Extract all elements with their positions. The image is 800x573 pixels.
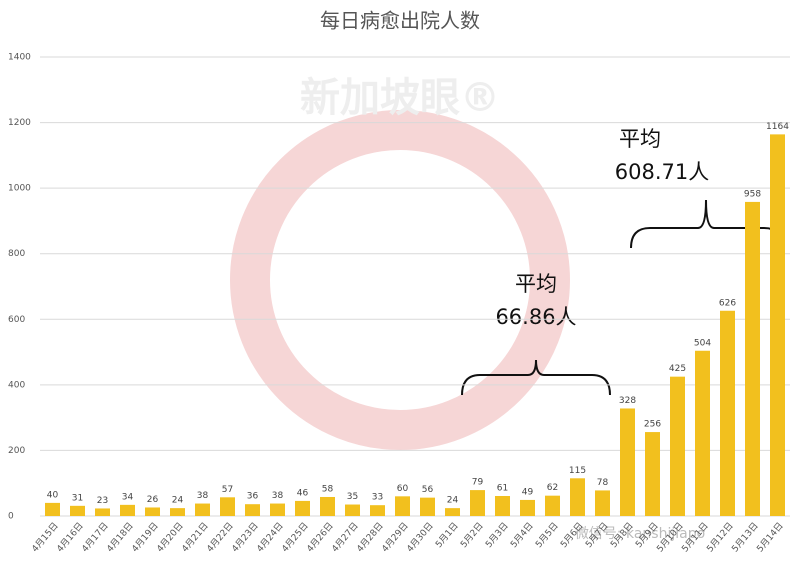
x-tick-label: 5月3日 <box>483 520 510 550</box>
bar <box>620 408 635 516</box>
bar <box>245 504 260 516</box>
annotation: 66.86人 <box>495 305 576 329</box>
value-label: 34 <box>122 492 134 502</box>
value-label: 49 <box>522 487 534 497</box>
bar <box>770 134 785 517</box>
bar <box>420 497 435 516</box>
bar <box>670 376 685 516</box>
bar <box>545 495 560 516</box>
value-label: 26 <box>147 495 159 505</box>
bar <box>570 478 585 516</box>
chart-title: 每日病愈出院人数 <box>320 9 480 33</box>
bar <box>595 490 610 516</box>
value-label: 328 <box>619 396 636 406</box>
watermark-id: 微信号: kanshijiapo <box>575 526 705 542</box>
value-label: 40 <box>47 490 59 500</box>
annotation: 平均 <box>515 272 557 296</box>
value-label: 56 <box>422 485 434 495</box>
value-label: 24 <box>447 496 459 506</box>
bar <box>295 500 310 516</box>
watermark-ring <box>230 110 570 450</box>
y-tick-label: 1400 <box>8 53 31 63</box>
bar <box>745 201 760 517</box>
value-label: 35 <box>347 492 358 502</box>
x-tick-label: 5月2日 <box>458 520 485 550</box>
x-tick-label: 5月14日 <box>755 520 786 554</box>
value-label: 425 <box>669 364 686 374</box>
brace <box>461 359 611 396</box>
value-label: 38 <box>272 491 284 501</box>
value-label: 256 <box>644 420 661 430</box>
value-label: 31 <box>72 493 83 503</box>
value-label: 115 <box>569 466 586 476</box>
bar <box>70 505 85 516</box>
bar <box>520 499 535 516</box>
bar <box>95 508 110 516</box>
value-label: 78 <box>597 478 609 488</box>
value-label: 61 <box>497 484 508 494</box>
bar <box>445 508 460 516</box>
y-tick-label: 1200 <box>8 118 31 128</box>
bar <box>720 310 735 516</box>
value-label: 504 <box>694 338 711 348</box>
bar <box>270 503 285 516</box>
value-label: 57 <box>222 485 233 495</box>
bar <box>220 497 235 516</box>
value-label: 23 <box>97 496 108 506</box>
x-tick-label: 5月4日 <box>508 520 535 550</box>
bar <box>370 505 385 516</box>
brace <box>630 199 784 249</box>
y-tick-label: 600 <box>8 315 25 325</box>
y-tick-label: 400 <box>8 380 25 390</box>
value-label: 958 <box>744 189 761 199</box>
bar <box>395 496 410 516</box>
value-label: 1164 <box>766 122 789 132</box>
bar <box>195 503 210 516</box>
y-tick-label: 800 <box>8 249 25 259</box>
y-tick-label: 1000 <box>8 184 31 194</box>
bar <box>170 508 185 516</box>
bar <box>695 350 710 516</box>
bar <box>120 504 135 516</box>
bar <box>645 432 660 516</box>
y-tick-label: 0 <box>8 512 14 522</box>
value-label: 36 <box>247 492 259 502</box>
annotation: 平均 <box>619 127 661 151</box>
y-tick-label: 200 <box>8 446 25 456</box>
bar <box>345 504 360 516</box>
bar <box>495 496 510 516</box>
value-label: 62 <box>547 483 558 493</box>
value-label: 33 <box>372 493 383 503</box>
bar <box>320 496 335 516</box>
value-label: 38 <box>197 491 209 501</box>
x-tick-label: 5月5日 <box>533 520 560 550</box>
bar <box>145 507 160 516</box>
value-label: 79 <box>472 478 484 488</box>
value-label: 24 <box>172 496 184 506</box>
value-label: 60 <box>397 484 409 494</box>
bar <box>45 502 60 516</box>
bar <box>470 490 485 516</box>
value-label: 58 <box>322 484 334 494</box>
watermark: 新加坡眼® <box>300 75 500 121</box>
x-tick-label: 5月1日 <box>433 520 460 550</box>
value-label: 626 <box>719 298 736 308</box>
value-label: 46 <box>297 488 309 498</box>
x-tick-label: 4月30日 <box>405 520 436 554</box>
annotation: 608.71人 <box>615 160 709 184</box>
